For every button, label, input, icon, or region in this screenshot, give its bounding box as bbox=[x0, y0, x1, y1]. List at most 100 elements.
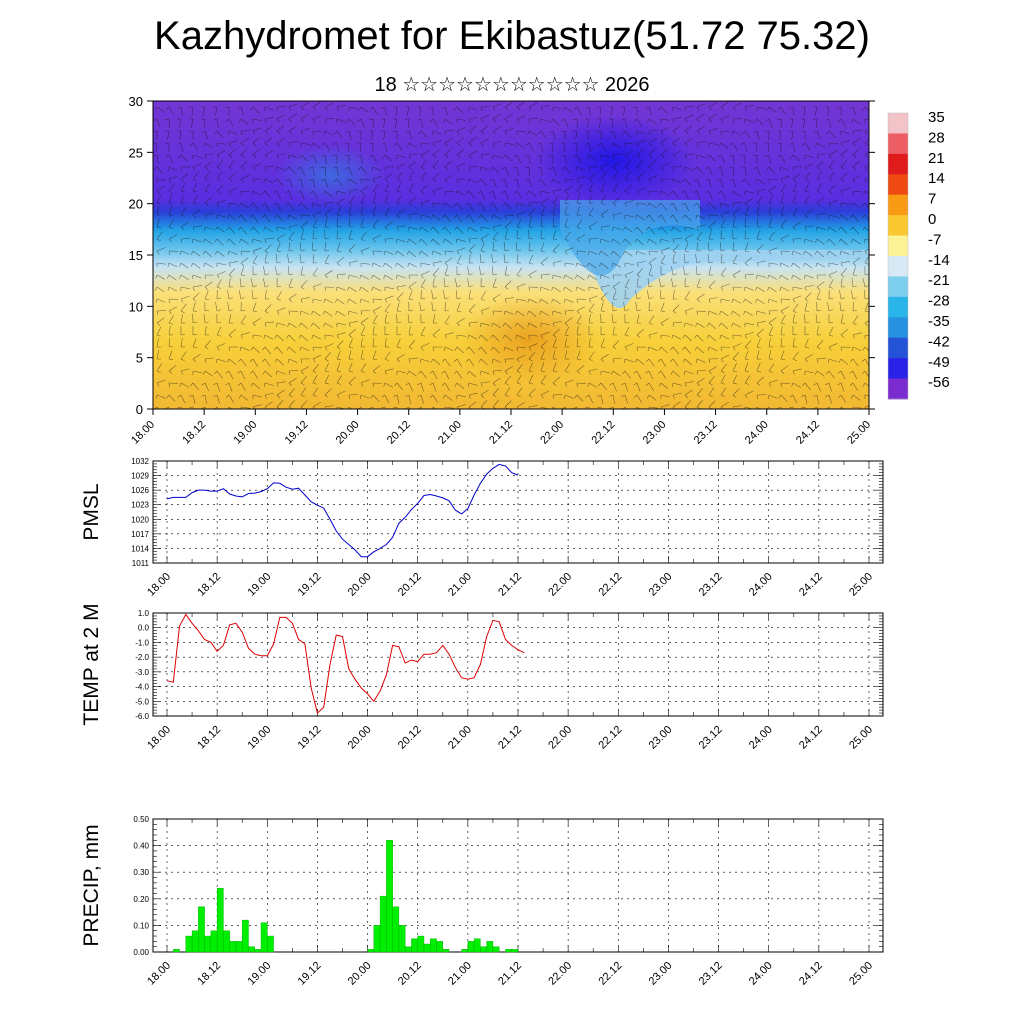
wind-barb-flag bbox=[192, 214, 197, 218]
wind-barb-flag bbox=[430, 226, 434, 231]
wind-barb bbox=[444, 160, 452, 168]
wind-barb bbox=[228, 394, 234, 403]
wind-barb-flag bbox=[359, 298, 362, 303]
wind-barb-flag bbox=[252, 262, 257, 265]
wind-barb-flag bbox=[394, 262, 398, 267]
wind-barb bbox=[864, 394, 869, 397]
wind-barb-flag bbox=[357, 406, 362, 409]
wind-barb bbox=[360, 310, 370, 312]
wind-barb bbox=[503, 242, 506, 252]
wind-barb bbox=[827, 302, 830, 312]
wind-barb bbox=[384, 238, 395, 240]
wind-barb-flag bbox=[513, 154, 518, 158]
wind-barb-flag bbox=[311, 202, 314, 207]
wind-barb-flag bbox=[165, 154, 170, 158]
wind-barb-flag bbox=[840, 190, 844, 195]
x-tick-label: 24.00 bbox=[747, 724, 775, 752]
wind-barb-flag bbox=[563, 274, 566, 279]
wind-barb-flag bbox=[396, 214, 401, 218]
wind-barb-flag bbox=[369, 118, 374, 121]
wind-barb bbox=[564, 298, 574, 303]
wind-barb bbox=[588, 262, 597, 269]
wind-barb-flag bbox=[201, 382, 206, 386]
wind-barb-flag bbox=[600, 286, 603, 291]
wind-barb bbox=[732, 322, 741, 328]
x-tick-label: 24.12 bbox=[797, 724, 825, 752]
wind-barb bbox=[168, 394, 176, 402]
wind-barb-flag bbox=[537, 166, 542, 169]
page-title: Kazhydromet for Ekibastuz(51.72 75.32) bbox=[154, 14, 870, 58]
wind-barb bbox=[444, 148, 452, 156]
wind-barb bbox=[600, 338, 605, 348]
wind-barb-flag bbox=[588, 310, 593, 314]
wind-barb-flag bbox=[478, 214, 482, 219]
wind-barb bbox=[492, 322, 501, 329]
panel-frame bbox=[152, 460, 884, 564]
wind-barb bbox=[815, 118, 818, 128]
wind-barb-flag bbox=[264, 154, 268, 159]
wind-barb bbox=[252, 238, 262, 243]
wind-barb-flag bbox=[753, 154, 758, 156]
x-tick-label: 19.00 bbox=[231, 419, 259, 447]
wind-barb-flag bbox=[756, 262, 759, 267]
wind-barb-flag bbox=[192, 238, 194, 243]
wind-barb-flag bbox=[539, 310, 542, 315]
wind-barb-flag bbox=[443, 238, 446, 243]
wind-barb-flag bbox=[600, 298, 605, 302]
wind-barb bbox=[744, 198, 754, 204]
wind-barb bbox=[756, 286, 765, 293]
wind-barb-flag bbox=[372, 190, 377, 194]
wind-barb bbox=[456, 370, 463, 379]
wind-barb-flag bbox=[239, 202, 242, 207]
wind-barb-flag bbox=[300, 286, 305, 290]
wind-barb-flag bbox=[324, 286, 326, 292]
wind-barb bbox=[288, 140, 298, 144]
wind-barb-flag bbox=[528, 262, 533, 265]
wind-barb bbox=[456, 136, 465, 144]
wind-barb-flag bbox=[864, 166, 868, 171]
wind-barb-flag bbox=[696, 382, 700, 387]
wind-barb-flag bbox=[502, 322, 506, 327]
wind-barb bbox=[768, 178, 778, 181]
wind-barb bbox=[420, 130, 428, 138]
y-tick-label: 0.30 bbox=[133, 868, 149, 877]
wind-barb-flag bbox=[516, 249, 521, 252]
wind-barb-flag bbox=[287, 358, 290, 363]
wind-barb-flag bbox=[189, 142, 194, 146]
wind-barb-flag bbox=[636, 274, 641, 278]
wind-barb bbox=[636, 226, 644, 234]
wind-barb bbox=[384, 303, 391, 312]
wind-barb bbox=[336, 104, 346, 108]
wind-barb-flag bbox=[288, 394, 293, 398]
wind-barb-flag bbox=[684, 394, 689, 399]
wind-barb bbox=[802, 118, 806, 128]
wind-barb-flag bbox=[816, 166, 821, 170]
wind-barb bbox=[480, 358, 488, 366]
wind-barb bbox=[406, 106, 410, 116]
wind-barb bbox=[828, 262, 838, 265]
wind-barb bbox=[720, 298, 730, 302]
wind-barb bbox=[491, 254, 494, 264]
wind-barb-flag bbox=[192, 334, 197, 336]
wind-barb bbox=[252, 302, 257, 312]
wind-barb bbox=[252, 214, 259, 223]
wind-barb bbox=[864, 302, 869, 312]
wind-barb bbox=[180, 394, 186, 404]
wind-barb-flag bbox=[357, 118, 362, 122]
wind-barb-flag bbox=[501, 166, 506, 170]
wind-barb-flag bbox=[682, 334, 686, 339]
wind-barb-flag bbox=[346, 118, 350, 123]
wind-barb-flag bbox=[168, 238, 172, 243]
wind-barb bbox=[756, 338, 761, 348]
wind-barb-flag bbox=[840, 309, 845, 312]
wind-barb bbox=[408, 183, 415, 192]
wind-barb-flag bbox=[744, 250, 749, 253]
wind-barb-flag bbox=[418, 370, 422, 375]
wind-barb-flag bbox=[420, 334, 425, 337]
wind-barb-flag bbox=[564, 382, 568, 387]
wind-barb bbox=[840, 406, 845, 409]
wind-barb bbox=[324, 130, 334, 136]
wind-barb-flag bbox=[467, 106, 470, 111]
wind-barb-flag bbox=[742, 178, 746, 183]
wind-barb bbox=[768, 106, 777, 113]
